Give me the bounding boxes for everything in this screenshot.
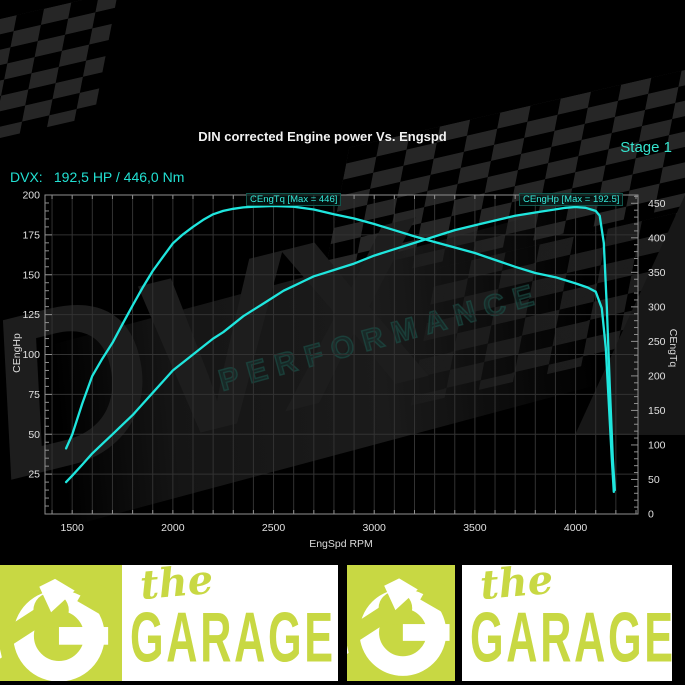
svg-text:175: 175 (22, 229, 40, 241)
stage-badge: Stage 1 (620, 139, 672, 156)
tuner-name-label: DVX: (10, 169, 43, 185)
svg-text:350: 350 (648, 267, 666, 279)
chart-title: DIN corrected Engine power Vs. Engspd (198, 129, 447, 144)
y-axis-left-title: CEngHp (11, 333, 23, 373)
footer-logos: the GARAGE the GARAGE (0, 565, 685, 685)
svg-text:50: 50 (28, 429, 40, 441)
svg-text:400: 400 (648, 232, 666, 244)
curve-CEngTq (64, 204, 615, 494)
logo-divider (455, 565, 462, 681)
logo-divider (672, 565, 685, 681)
svg-text:450: 450 (648, 198, 666, 210)
svg-text:100: 100 (22, 349, 40, 361)
power-curve-label: CEngHp [Max = 192.5] (519, 193, 624, 206)
svg-text:250: 250 (648, 336, 666, 348)
svg-text:2000: 2000 (161, 522, 185, 534)
logo-word-garage: GARAGE (470, 600, 672, 678)
svg-text:3000: 3000 (363, 522, 387, 534)
curve-CEngHp (64, 205, 616, 492)
svg-text:200: 200 (22, 190, 40, 202)
svg-text:100: 100 (648, 439, 666, 451)
garage-logo-text: the GARAGE (122, 565, 338, 681)
garage-g-wrench-icon (347, 569, 455, 681)
svg-text:300: 300 (648, 301, 666, 313)
svg-text:1500: 1500 (61, 522, 85, 534)
svg-text:2500: 2500 (262, 522, 286, 534)
svg-text:75: 75 (28, 389, 40, 401)
svg-text:150: 150 (22, 269, 40, 281)
logo-divider (338, 565, 347, 681)
svg-text:50: 50 (648, 474, 660, 486)
garage-logo-mark (347, 565, 455, 681)
garage-logo-text: the GARAGE (462, 565, 672, 681)
svg-text:150: 150 (648, 405, 666, 417)
svg-text:4000: 4000 (564, 522, 588, 534)
y-axis-right-title: CEngTq (667, 328, 679, 368)
garage-g-wrench-icon (0, 569, 116, 681)
logo-word-garage: GARAGE (130, 600, 336, 678)
power-torque-value: 192,5 HP / 446,0 Nm (53, 169, 185, 185)
svg-text:3500: 3500 (463, 522, 487, 534)
svg-text:0: 0 (648, 509, 654, 521)
x-axis-title: EngSpd RPM (309, 538, 373, 550)
svg-text:125: 125 (22, 309, 40, 321)
torque-curve-label: CEngTq [Max = 446] (246, 193, 342, 206)
garage-logo-mark (0, 565, 122, 681)
svg-text:25: 25 (28, 469, 40, 481)
svg-text:200: 200 (648, 370, 666, 382)
tuning-result: DVX: 192,5 HP / 446,0 Nm (10, 169, 184, 185)
